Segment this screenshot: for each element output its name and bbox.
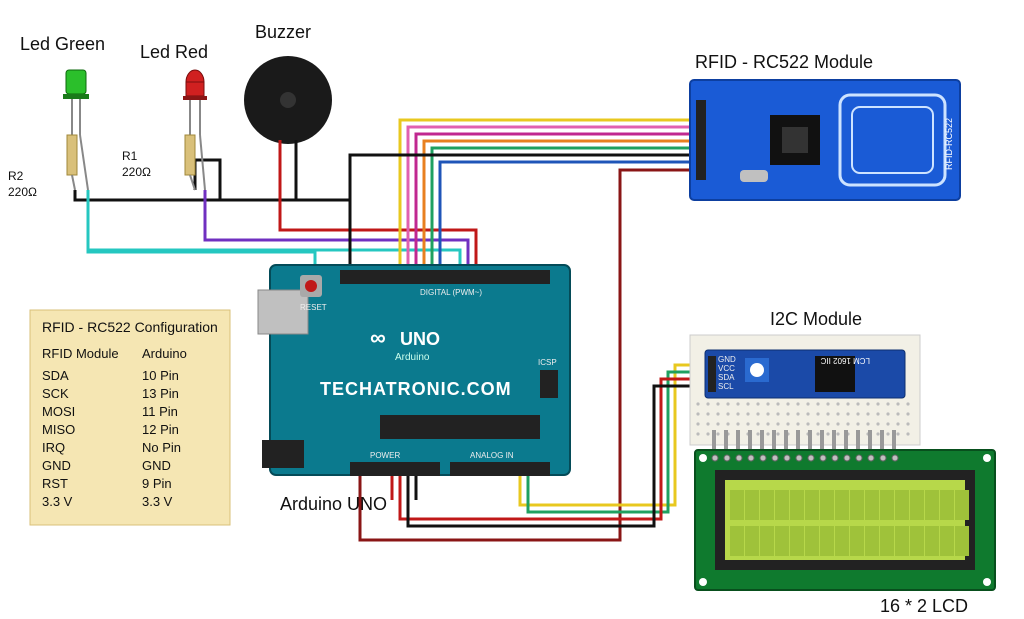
label-led-red: Led Red — [140, 42, 208, 62]
config-row-key: MISO — [42, 422, 75, 437]
config-note: RFID - RC522 Configuration RFID Module A… — [30, 310, 230, 525]
buzzer — [244, 56, 332, 150]
config-col2: Arduino — [142, 346, 187, 361]
label-lcd: 16 * 2 LCD — [880, 596, 968, 616]
config-title: RFID - RC522 Configuration — [42, 319, 218, 335]
svg-text:RFID-RC522: RFID-RC522 — [944, 118, 954, 170]
label-i2c: I2C Module — [770, 309, 862, 329]
config-row-val: GND — [142, 458, 171, 473]
svg-text:VCC: VCC — [718, 364, 735, 373]
config-row-val: No Pin — [142, 440, 181, 455]
svg-text:ANALOG IN: ANALOG IN — [470, 451, 514, 460]
watermark: TECHATRONIC.COM — [320, 379, 512, 399]
svg-text:UNO: UNO — [400, 329, 440, 349]
wire-rfid-black — [350, 155, 700, 270]
svg-text:GND: GND — [718, 355, 736, 364]
lcd-module — [695, 450, 995, 590]
svg-text:Arduino: Arduino — [395, 352, 430, 363]
arduino-uno: RESET ICSP ∞ UNO Arduino TECHATRONIC.COM… — [258, 265, 570, 476]
label-r1: R1 — [122, 149, 138, 163]
config-row-key: IRQ — [42, 440, 65, 455]
config-row-val: 9 Pin — [142, 476, 172, 491]
rfid-module: RFID-RC522 — [690, 80, 960, 200]
wiring-diagram: RFID - RC522 Configuration RFID Module A… — [0, 0, 1024, 619]
label-led-green: Led Green — [20, 34, 105, 54]
config-row-key: RST — [42, 476, 68, 491]
svg-text:LCM 1602 IIC: LCM 1602 IIC — [820, 356, 870, 365]
wire-gnd-buzzer — [220, 145, 296, 200]
wire-rfid-orange — [424, 141, 700, 270]
config-row-val: 13 Pin — [142, 386, 179, 401]
config-row-key: SCK — [42, 386, 69, 401]
config-row-val: 12 Pin — [142, 422, 179, 437]
label-r2: R2 — [8, 169, 24, 183]
svg-text:ICSP: ICSP — [538, 358, 557, 367]
config-row-key: SDA — [42, 368, 69, 383]
label-arduino: Arduino UNO — [280, 494, 387, 514]
config-col1: RFID Module — [42, 346, 119, 361]
wire-rfid-blue — [440, 162, 700, 270]
label-r2v: 220Ω — [8, 185, 37, 199]
svg-text:DIGITAL (PWM~): DIGITAL (PWM~) — [420, 288, 482, 297]
wire-rfid-green — [432, 148, 700, 270]
label-buzzer: Buzzer — [255, 22, 311, 42]
i2c-module: GND VCC SDA SCL LCM 1602 IIC — [690, 335, 920, 452]
svg-text:POWER: POWER — [370, 451, 400, 460]
label-rfid: RFID - RC522 Module — [695, 52, 873, 72]
config-row-val: 10 Pin — [142, 368, 179, 383]
svg-text:∞: ∞ — [370, 325, 386, 350]
config-row-val: 3.3 V — [142, 494, 173, 509]
config-row-key: MOSI — [42, 404, 75, 419]
label-r1v: 220Ω — [122, 165, 151, 179]
svg-text:SDA: SDA — [718, 373, 735, 382]
config-row-val: 11 Pin — [142, 404, 178, 419]
svg-text:RESET: RESET — [300, 303, 327, 312]
config-row-key: GND — [42, 458, 71, 473]
wire-gnd-to-arduino — [220, 200, 350, 270]
led-red — [183, 70, 207, 190]
led-green — [63, 70, 89, 190]
svg-text:SCL: SCL — [718, 382, 734, 391]
config-row-key: 3.3 V — [42, 494, 73, 509]
